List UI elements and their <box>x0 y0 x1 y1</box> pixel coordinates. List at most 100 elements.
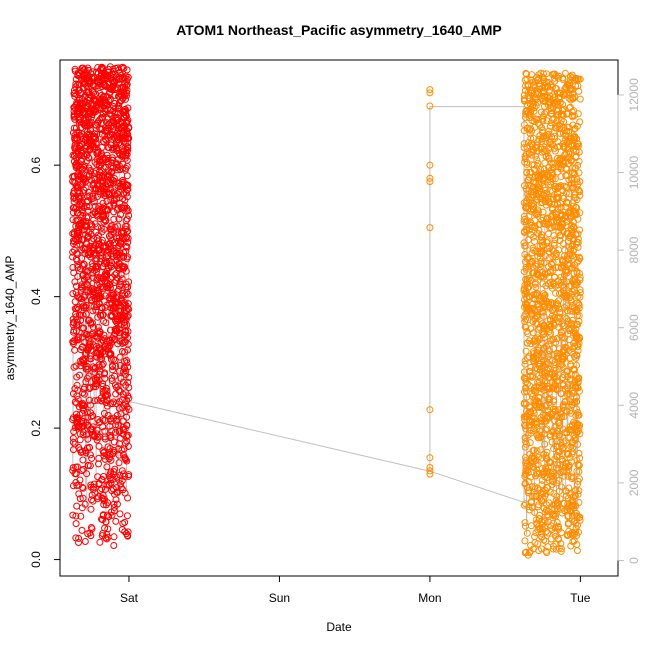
data-point <box>70 158 78 165</box>
data-point <box>79 494 87 502</box>
data-point <box>545 273 553 281</box>
data-point <box>572 333 580 341</box>
data-point <box>564 145 572 153</box>
data-point <box>123 512 131 520</box>
data-point <box>103 530 111 538</box>
data-point <box>426 454 434 462</box>
data-point <box>82 302 90 309</box>
data-point <box>107 456 115 464</box>
data-point <box>522 82 529 90</box>
data-point <box>548 200 556 208</box>
data-point <box>524 280 532 288</box>
data-point <box>85 88 93 96</box>
data-point <box>556 308 564 316</box>
data-point <box>70 111 78 118</box>
data-point <box>120 190 128 198</box>
data-point <box>99 382 107 390</box>
data-point <box>98 304 105 311</box>
data-point <box>520 239 528 247</box>
data-point <box>544 78 552 86</box>
data-point <box>78 358 86 366</box>
data-point <box>90 235 98 243</box>
data-point <box>94 193 101 201</box>
data-point <box>573 268 581 275</box>
data-point <box>575 148 583 156</box>
data-point <box>74 304 82 311</box>
data-point <box>91 375 99 383</box>
data-point <box>539 84 547 92</box>
data-point <box>522 204 529 212</box>
data-point <box>552 185 559 193</box>
data-point <box>538 124 545 132</box>
data-point <box>534 210 542 217</box>
data-point <box>566 354 574 362</box>
data-point <box>520 140 528 148</box>
data-point <box>124 134 132 142</box>
data-point <box>85 170 93 178</box>
data-point <box>525 114 533 122</box>
data-point <box>91 187 99 194</box>
data-point <box>555 297 562 305</box>
data-point <box>549 305 557 313</box>
data-point <box>576 289 584 297</box>
data-point <box>559 91 567 98</box>
data-point <box>96 171 104 179</box>
data-point <box>530 427 537 435</box>
data-point <box>572 148 580 156</box>
data-point <box>522 466 530 474</box>
data-point <box>534 337 541 345</box>
data-point <box>555 323 563 331</box>
data-point <box>86 451 94 459</box>
data-point <box>79 135 87 143</box>
data-point <box>530 117 538 125</box>
data-point <box>535 180 543 188</box>
data-point <box>115 451 123 459</box>
data-point <box>564 531 572 539</box>
data-point <box>113 190 121 198</box>
data-point <box>535 393 543 401</box>
data-point <box>95 433 103 441</box>
data-point <box>539 345 547 353</box>
data-point <box>572 164 580 172</box>
data-point <box>555 121 563 129</box>
data-point <box>115 329 123 337</box>
data-point <box>523 440 530 448</box>
data-point <box>568 401 576 409</box>
data-point <box>564 317 572 325</box>
data-point <box>555 419 563 427</box>
data-point <box>83 222 91 230</box>
data-point <box>569 264 577 272</box>
data-point <box>122 152 130 160</box>
data-point <box>121 528 129 536</box>
data-point <box>99 283 107 291</box>
x-tick-label: Mon <box>418 591 441 605</box>
data-point <box>108 511 116 519</box>
data-point <box>521 537 529 545</box>
data-point <box>122 456 130 464</box>
data-point <box>103 267 111 275</box>
data-point <box>524 487 532 495</box>
data-point <box>81 303 89 311</box>
data-point <box>538 454 546 462</box>
data-point <box>123 356 130 364</box>
data-point <box>554 461 562 469</box>
data-point <box>542 138 550 145</box>
data-point <box>125 305 133 313</box>
data-point <box>76 495 84 503</box>
data-point <box>77 512 85 520</box>
data-point <box>523 412 531 420</box>
series-1 <box>69 63 133 549</box>
data-point <box>73 373 81 381</box>
y-tick-label: 0.0 <box>29 551 43 568</box>
data-point <box>119 253 127 261</box>
data-point <box>549 164 557 172</box>
data-point <box>124 305 132 312</box>
data-point <box>426 470 434 478</box>
data-point <box>121 489 129 497</box>
data-point <box>120 148 128 156</box>
data-point <box>108 312 116 320</box>
data-point <box>80 164 88 171</box>
data-point <box>80 390 88 398</box>
data-point <box>101 205 109 213</box>
data-point <box>520 268 528 275</box>
